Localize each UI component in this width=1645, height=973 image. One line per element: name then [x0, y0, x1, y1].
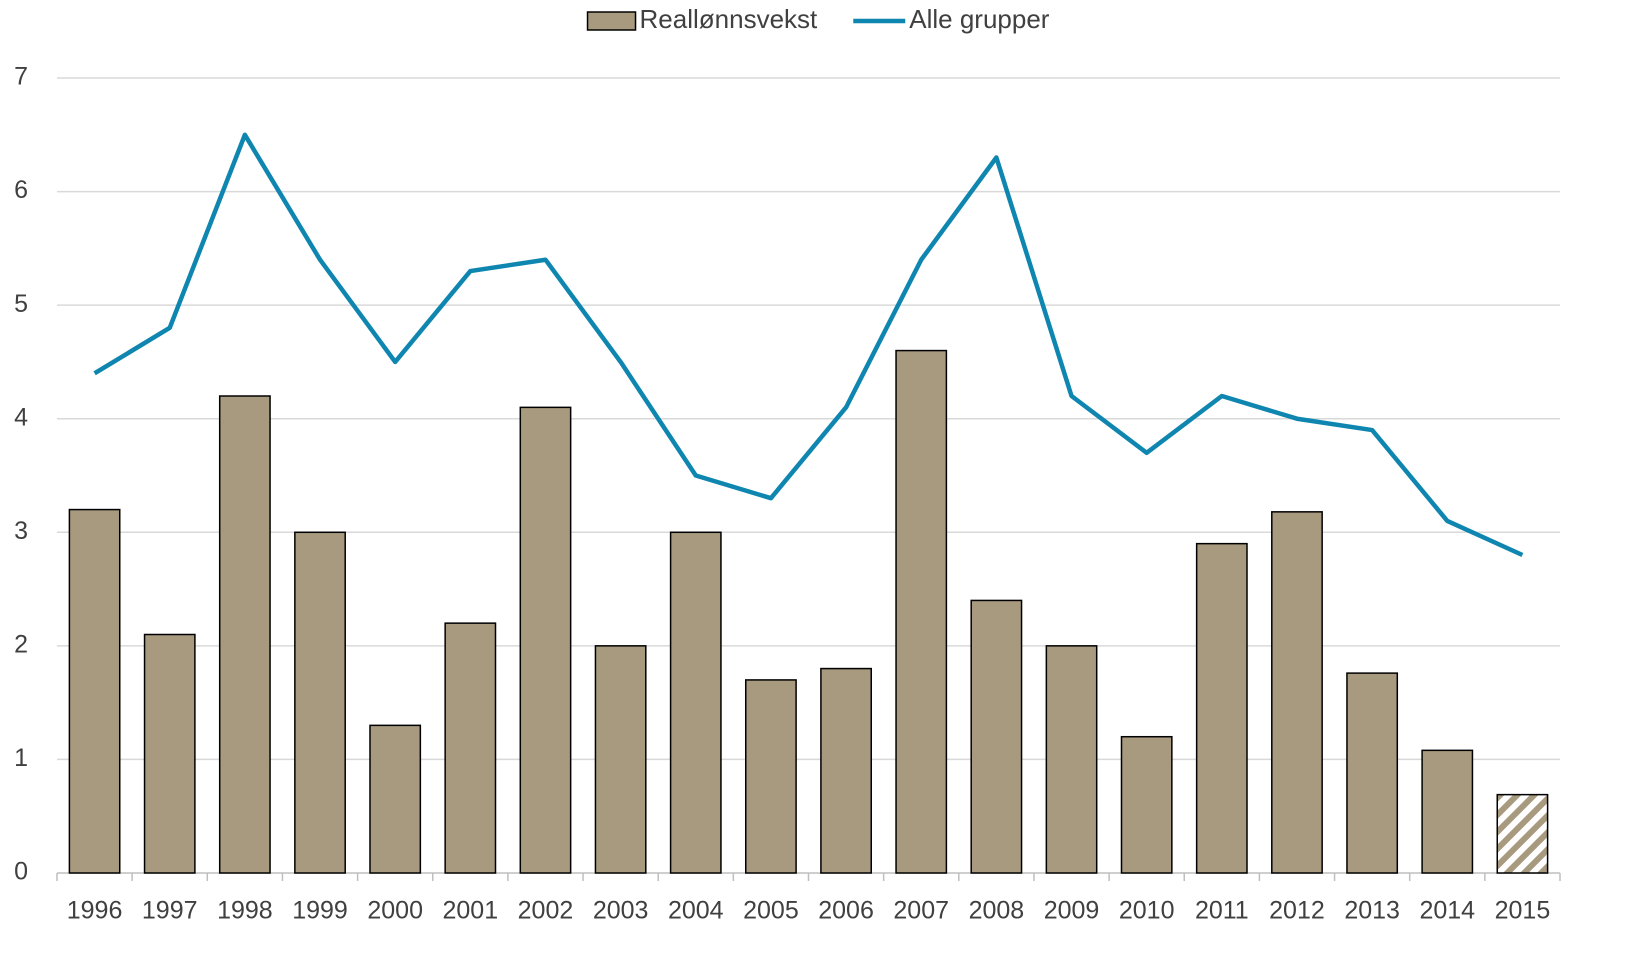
- y-tick-label: 1: [14, 744, 28, 772]
- x-tick-label: 2011: [1195, 897, 1249, 925]
- x-tick-label: 2008: [969, 897, 1025, 925]
- x-tick-label: 1999: [292, 897, 348, 925]
- bar: [1045, 645, 1098, 874]
- bar: [669, 531, 722, 874]
- bar: [519, 406, 572, 874]
- bar: [444, 622, 497, 874]
- legend-label: Reallønnsvekst: [640, 4, 819, 34]
- y-tick-label: 3: [14, 517, 28, 545]
- x-tick-label: 1997: [142, 897, 198, 925]
- y-tick-label: 6: [14, 176, 28, 204]
- x-tick-label: 2015: [1495, 897, 1551, 925]
- x-tick-label: 2012: [1269, 897, 1325, 925]
- bar: [294, 531, 346, 874]
- bar: [369, 724, 422, 874]
- x-tick-label: 2005: [743, 897, 799, 925]
- x-tick-label: 2014: [1419, 897, 1475, 925]
- bar: [68, 508, 121, 874]
- bar: [1271, 511, 1323, 874]
- legend-label: Alle grupper: [909, 4, 1050, 34]
- bar: [1421, 749, 1474, 874]
- bar: [594, 645, 647, 874]
- x-tick-label: 2006: [818, 897, 874, 925]
- x-tick-label: 2001: [443, 897, 499, 925]
- bar: [820, 667, 873, 874]
- x-tick-label: 2009: [1044, 897, 1100, 925]
- x-tick-label: 1998: [217, 897, 273, 925]
- x-tick-label: 2010: [1119, 897, 1175, 925]
- x-tick-label: 2003: [593, 897, 649, 925]
- y-tick-label: 7: [14, 63, 28, 91]
- bar: [1120, 735, 1173, 874]
- y-tick-label: 0: [14, 858, 28, 886]
- bar: [1346, 672, 1399, 874]
- bar: [895, 349, 948, 874]
- bar: [970, 599, 1023, 874]
- x-tick-label: 2013: [1344, 897, 1400, 925]
- bar: [218, 395, 271, 874]
- line: [93, 132, 1524, 558]
- legend-swatch: [586, 11, 637, 31]
- x-tick-label: 2004: [668, 897, 724, 925]
- x-tick-label: 2002: [518, 897, 574, 925]
- y-tick-label: 2: [14, 630, 28, 658]
- bar: [744, 679, 797, 874]
- y-tick-label: 5: [14, 290, 28, 318]
- bar: [1195, 542, 1248, 874]
- bar: [143, 633, 196, 874]
- x-tick-label: 2000: [367, 897, 423, 925]
- x-tick-label: 2007: [893, 897, 949, 925]
- y-tick-label: 4: [14, 403, 28, 431]
- x-tick-label: 1996: [67, 897, 123, 925]
- bar: [1496, 793, 1549, 874]
